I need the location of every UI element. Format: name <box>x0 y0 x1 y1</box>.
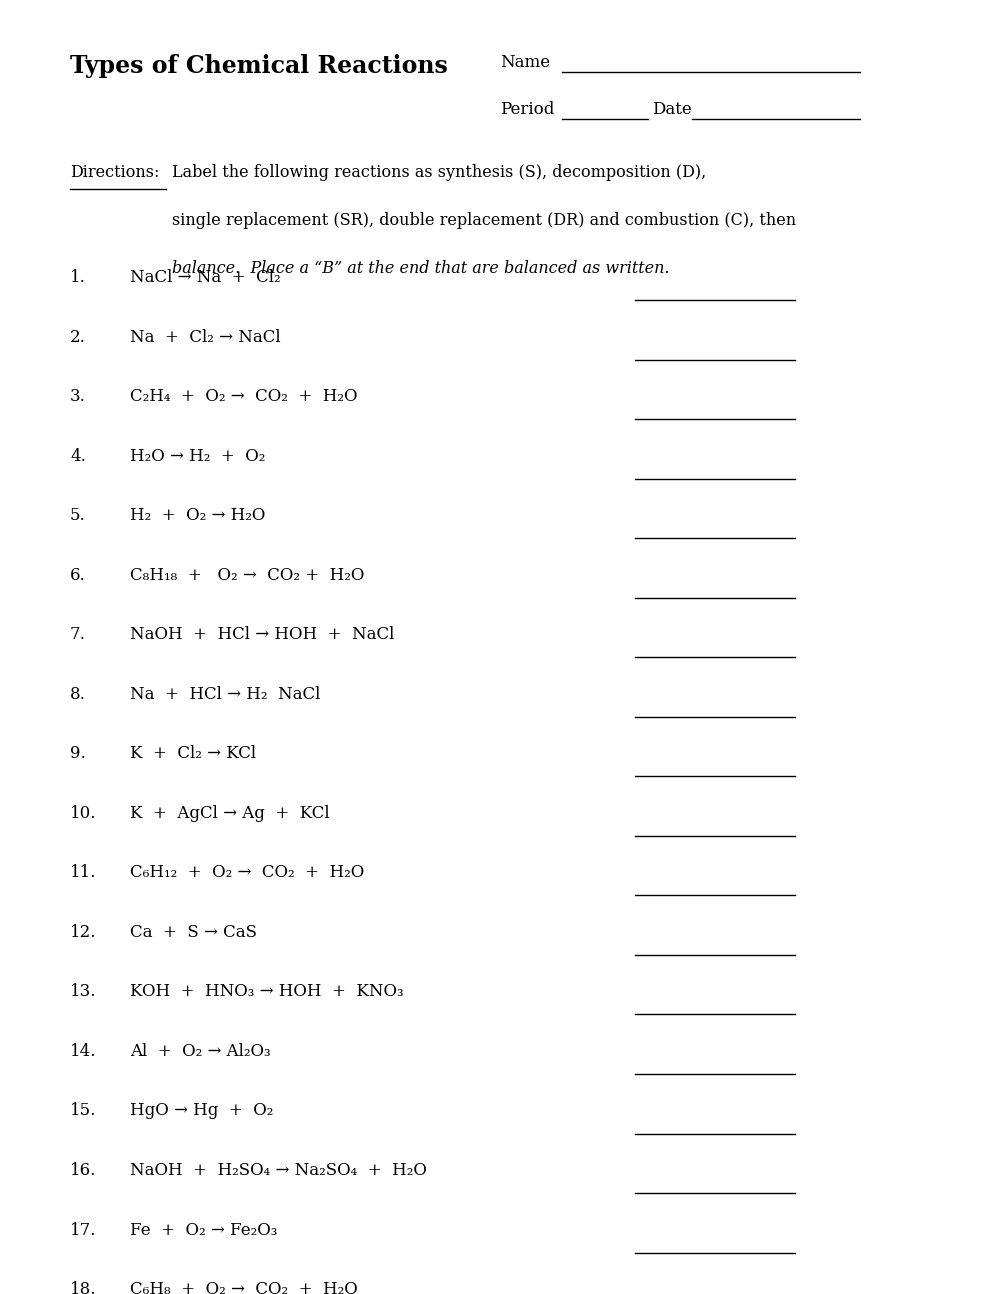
Text: 11.: 11. <box>70 864 96 881</box>
Text: NaOH  +  HCl → HOH  +  NaCl: NaOH + HCl → HOH + NaCl <box>130 626 394 643</box>
Text: Ca  +  S → CaS: Ca + S → CaS <box>130 924 257 941</box>
Text: single replacement (SR), double replacement (DR) and combustion (C), then: single replacement (SR), double replacem… <box>172 212 796 229</box>
Text: 18.: 18. <box>70 1281 96 1294</box>
Text: 16.: 16. <box>70 1162 96 1179</box>
Text: 3.: 3. <box>70 388 86 405</box>
Text: 9.: 9. <box>70 745 86 762</box>
Text: Date: Date <box>652 101 692 118</box>
Text: 4.: 4. <box>70 448 86 465</box>
Text: NaCl → Na  +  Cl₂: NaCl → Na + Cl₂ <box>130 269 281 286</box>
Text: Na  +  Cl₂ → NaCl: Na + Cl₂ → NaCl <box>130 329 281 345</box>
Text: C₆H₈  +  O₂ →  CO₂  +  H₂O: C₆H₈ + O₂ → CO₂ + H₂O <box>130 1281 358 1294</box>
Text: 17.: 17. <box>70 1222 96 1238</box>
Text: balance.  Place a “B” at the end that are balanced as written.: balance. Place a “B” at the end that are… <box>172 260 670 277</box>
Text: 15.: 15. <box>70 1102 96 1119</box>
Text: C₈H₁₈  +   O₂ →  CO₂ +  H₂O: C₈H₁₈ + O₂ → CO₂ + H₂O <box>130 567 364 584</box>
Text: H₂O → H₂  +  O₂: H₂O → H₂ + O₂ <box>130 448 265 465</box>
Text: 8.: 8. <box>70 686 86 703</box>
Text: C₂H₄  +  O₂ →  CO₂  +  H₂O: C₂H₄ + O₂ → CO₂ + H₂O <box>130 388 358 405</box>
Text: K  +  Cl₂ → KCl: K + Cl₂ → KCl <box>130 745 256 762</box>
Text: 10.: 10. <box>70 805 96 822</box>
Text: 6.: 6. <box>70 567 86 584</box>
Text: 1.: 1. <box>70 269 86 286</box>
Text: Directions:: Directions: <box>70 164 159 181</box>
Text: HgO → Hg  +  O₂: HgO → Hg + O₂ <box>130 1102 273 1119</box>
Text: Fe  +  O₂ → Fe₂O₃: Fe + O₂ → Fe₂O₃ <box>130 1222 277 1238</box>
Text: 5.: 5. <box>70 507 86 524</box>
Text: 2.: 2. <box>70 329 86 345</box>
Text: 13.: 13. <box>70 983 96 1000</box>
Text: C₆H₁₂  +  O₂ →  CO₂  +  H₂O: C₆H₁₂ + O₂ → CO₂ + H₂O <box>130 864 364 881</box>
Text: Types of Chemical Reactions: Types of Chemical Reactions <box>70 54 448 79</box>
Text: Al  +  O₂ → Al₂O₃: Al + O₂ → Al₂O₃ <box>130 1043 271 1060</box>
Text: Name: Name <box>500 54 550 71</box>
Text: 12.: 12. <box>70 924 96 941</box>
Text: NaOH  +  H₂SO₄ → Na₂SO₄  +  H₂O: NaOH + H₂SO₄ → Na₂SO₄ + H₂O <box>130 1162 427 1179</box>
Text: 7.: 7. <box>70 626 86 643</box>
Text: Period: Period <box>500 101 554 118</box>
Text: K  +  AgCl → Ag  +  KCl: K + AgCl → Ag + KCl <box>130 805 330 822</box>
Text: Na  +  HCl → H₂  NaCl: Na + HCl → H₂ NaCl <box>130 686 320 703</box>
Text: H₂  +  O₂ → H₂O: H₂ + O₂ → H₂O <box>130 507 265 524</box>
Text: KOH  +  HNO₃ → HOH  +  KNO₃: KOH + HNO₃ → HOH + KNO₃ <box>130 983 404 1000</box>
Text: 14.: 14. <box>70 1043 96 1060</box>
Text: Label the following reactions as synthesis (S), decomposition (D),: Label the following reactions as synthes… <box>172 164 706 181</box>
